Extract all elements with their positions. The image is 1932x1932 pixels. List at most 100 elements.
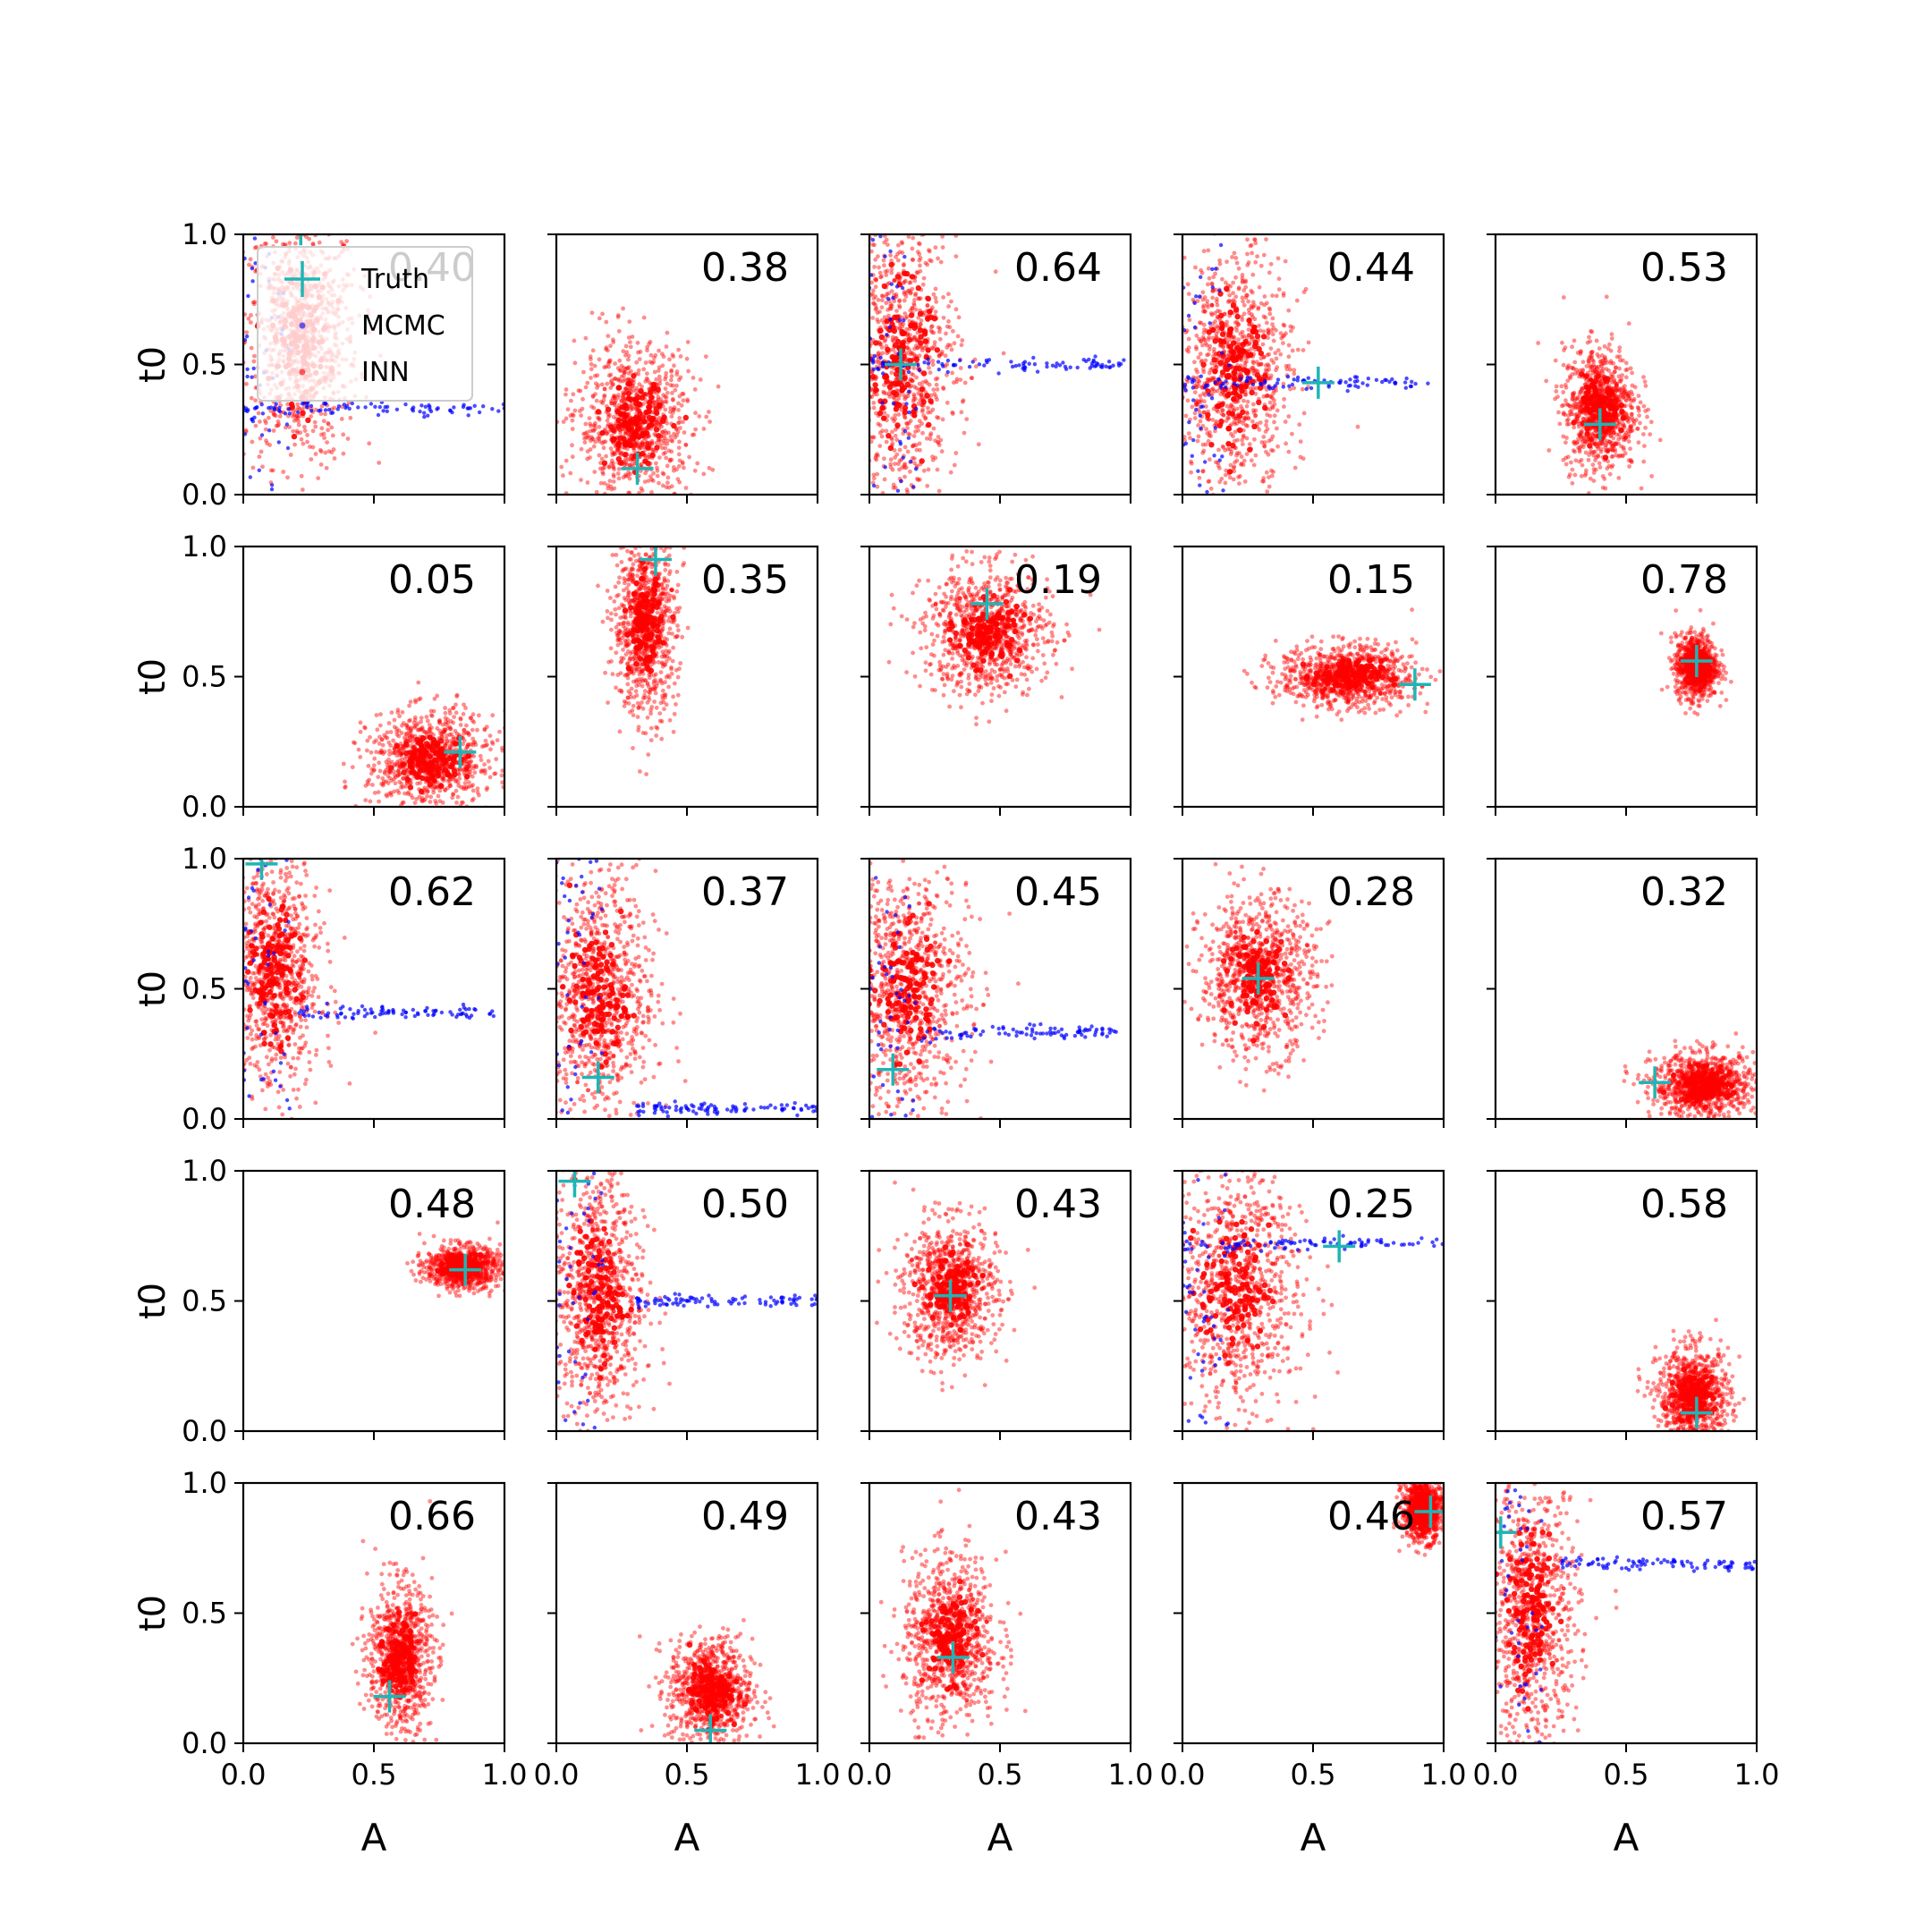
inn-point <box>1252 317 1258 322</box>
inn-point <box>1244 452 1250 456</box>
inn-point <box>1257 362 1262 367</box>
inn-point <box>345 436 351 441</box>
inn-point <box>902 414 907 419</box>
inn-point <box>928 370 933 375</box>
inn-point <box>969 376 974 380</box>
inn-point <box>891 347 896 352</box>
inn-point <box>1269 328 1274 333</box>
mcmc-point <box>1213 380 1217 385</box>
inn-point <box>669 457 674 462</box>
inn-point <box>851 377 855 381</box>
inn-point <box>924 393 930 399</box>
mcmc-point <box>343 405 348 411</box>
inn-point <box>1614 385 1619 389</box>
inn-point <box>1586 359 1591 364</box>
inn-point <box>919 394 924 399</box>
inn-point <box>630 462 634 467</box>
inn-point <box>1622 394 1627 398</box>
inn-point <box>1253 241 1258 246</box>
inn-point <box>1576 414 1580 419</box>
inn-point <box>1258 361 1264 367</box>
inn-point <box>918 263 922 268</box>
mcmc-point <box>418 409 422 414</box>
inn-point <box>1629 398 1633 403</box>
mcmc-point <box>253 261 258 266</box>
mcmc-point <box>1380 379 1385 385</box>
inn-point <box>1244 359 1249 364</box>
inn-point <box>671 468 676 473</box>
inn-point <box>643 426 648 431</box>
inn-point <box>917 251 922 257</box>
inn-point <box>601 397 606 402</box>
inn-point <box>931 316 938 322</box>
inn-point <box>1578 349 1583 353</box>
inn-point <box>1553 358 1558 363</box>
inn-point <box>867 178 871 182</box>
inn-point <box>570 412 575 417</box>
inn-point <box>886 242 890 247</box>
inn-point <box>872 203 877 208</box>
inn-point <box>1232 438 1237 444</box>
inn-point <box>949 299 953 304</box>
inn-point <box>296 419 301 424</box>
inn-point <box>1579 403 1584 409</box>
inn-point <box>882 456 886 462</box>
inn-point <box>896 396 902 401</box>
mcmc-point <box>913 406 919 411</box>
inn-point <box>950 370 954 376</box>
inn-point <box>644 392 649 397</box>
inn-point <box>919 348 925 353</box>
inn-point <box>1198 400 1203 405</box>
inn-point <box>1594 455 1598 460</box>
inn-point <box>1586 358 1591 362</box>
inn-point <box>1225 415 1231 420</box>
inn-point <box>1646 407 1650 412</box>
inn-point <box>263 427 268 432</box>
inn-point <box>614 398 618 403</box>
mcmc-point <box>1343 380 1348 385</box>
inn-point <box>1240 314 1244 319</box>
inn-point <box>1221 344 1226 349</box>
inn-point <box>858 467 862 471</box>
inn-point <box>617 451 623 455</box>
inn-point <box>1165 421 1170 426</box>
inn-point <box>1574 414 1580 419</box>
inn-point <box>701 471 707 477</box>
inn-point <box>888 464 894 470</box>
inn-point <box>642 391 648 396</box>
mcmc-point <box>269 487 275 492</box>
inn-point <box>916 401 921 406</box>
inn-point <box>610 531 614 536</box>
inn-point <box>1257 385 1264 391</box>
inn-point <box>310 242 316 246</box>
inn-point <box>326 428 330 433</box>
inn-point <box>1211 357 1217 363</box>
inn-point <box>621 378 625 384</box>
inn-point <box>869 373 877 380</box>
mcmc-point <box>1192 301 1197 305</box>
inn-point <box>876 298 881 302</box>
inn-point <box>657 415 662 420</box>
inn-point <box>852 267 856 272</box>
inn-point <box>873 257 878 262</box>
inn-point <box>1629 405 1634 410</box>
inn-point <box>859 410 863 414</box>
inn-point <box>1232 469 1237 474</box>
inn-point <box>665 480 670 486</box>
inn-point <box>265 200 269 205</box>
inn-point <box>859 255 863 259</box>
mcmc-point <box>1186 375 1191 379</box>
inn-point <box>1210 326 1216 334</box>
inn-point <box>609 462 614 466</box>
mcmc-point <box>422 411 427 415</box>
inn-point <box>664 400 669 404</box>
inn-point <box>1246 333 1251 337</box>
inn-point <box>864 406 869 411</box>
inn-point <box>568 470 573 476</box>
inn-point <box>911 444 915 449</box>
inn-point <box>871 301 876 306</box>
inn-point <box>312 419 318 425</box>
inn-point <box>647 399 653 406</box>
inn-point <box>642 442 648 446</box>
inn-point <box>1205 411 1211 419</box>
